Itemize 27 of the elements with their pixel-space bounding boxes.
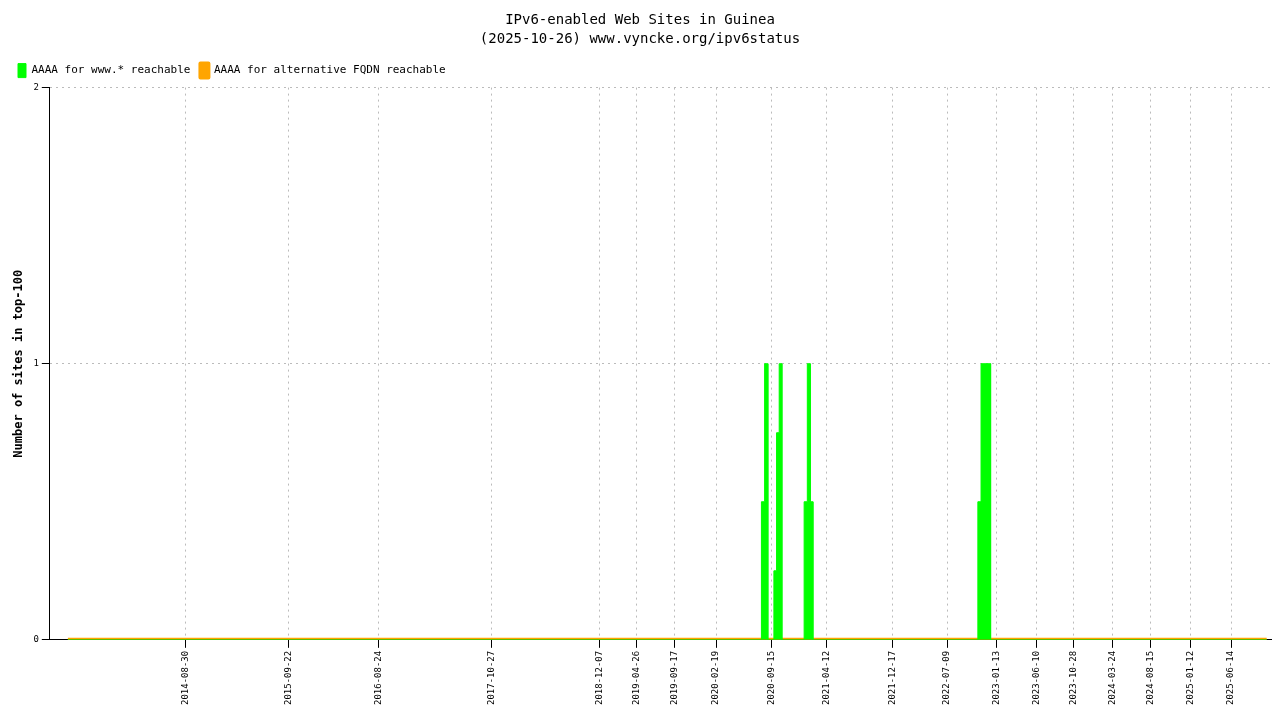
x-tick-label: 2022-07-09 <box>941 650 952 705</box>
x-tick-label: 2020-09-15 <box>765 650 776 705</box>
x-tick-label: 2019-09-17 <box>669 650 680 705</box>
x-tick-label: 2021-04-12 <box>821 650 832 705</box>
x-tick-label: 2024-08-15 <box>1145 650 1156 705</box>
chart-title: IPv6-enabled Web Sites in Guinea <box>505 11 775 28</box>
x-tick-label: 2021-12-17 <box>887 650 898 705</box>
y-tick-label: 0 <box>33 634 39 645</box>
chart-subtitle: (2025-10-26) www.vyncke.org/ipv6status <box>479 29 801 46</box>
x-tick-label: 2014-08-30 <box>180 650 191 705</box>
x-tick-label: 2025-01-12 <box>1184 650 1195 705</box>
x-tick-label: 2023-06-10 <box>1030 650 1041 705</box>
x-tick-label: 2017-10-27 <box>486 650 497 705</box>
y-tick-label: 1 <box>33 358 39 369</box>
x-tick-label: 2023-01-13 <box>991 650 1002 705</box>
legend-label: AAAA for alternative FQDN reachable <box>213 63 446 77</box>
x-tick-label: 2019-04-26 <box>631 650 642 705</box>
x-tick-label: 2024-03-24 <box>1106 650 1117 705</box>
x-tick-label: 2023-10-28 <box>1067 650 1078 705</box>
x-tick-label: 2020-02-19 <box>710 650 721 705</box>
y-axis-title: Number of sites in top-100 <box>11 269 26 458</box>
x-tick-label: 2016-08-24 <box>372 650 383 705</box>
x-tick-label: 2015-09-22 <box>283 650 294 705</box>
x-tick-label: 2025-06-14 <box>1225 650 1236 705</box>
legend-label: AAAA for www.* reachable <box>31 63 191 77</box>
x-tick-label: 2018-12-07 <box>593 650 604 705</box>
y-tick-label: 2 <box>33 81 39 92</box>
